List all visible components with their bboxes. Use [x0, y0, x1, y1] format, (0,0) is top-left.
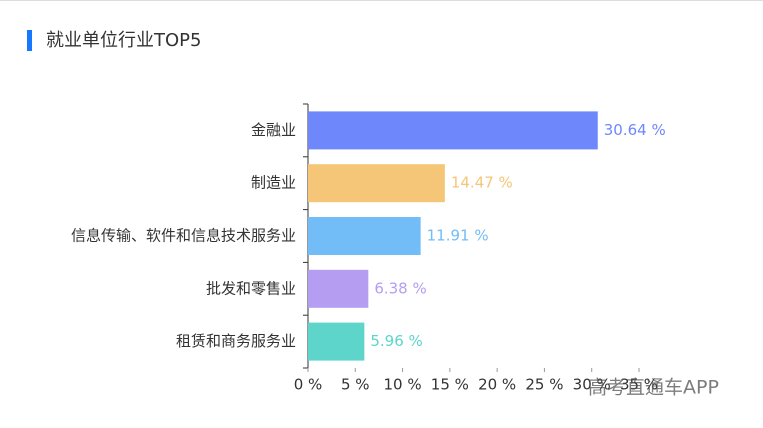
y-tick-label: 批发和零售业 [206, 279, 296, 297]
x-tick-label: 5 % [341, 376, 370, 394]
bar [308, 269, 369, 308]
x-tick-label: 30 % [573, 376, 611, 394]
value-label: 6.38 % [374, 279, 426, 297]
bar [308, 322, 365, 361]
chart-title: 就业单位行业TOP5 [46, 30, 201, 51]
value-label: 5.96 % [370, 332, 422, 350]
y-tick-label: 金融业 [251, 121, 296, 139]
plot: 0 % 5 % 10 % 15 % 20 % 25 % 30 % 35 % 金融业 30.64 %… [71, 103, 666, 394]
x-tick-label: 15 % [431, 376, 469, 394]
value-label: 14.47 % [451, 174, 513, 192]
y-tick-label: 信息传输、软件和信息技术服务业 [71, 227, 296, 245]
x-tick-label: 35 % [620, 376, 658, 394]
y-tick-label: 制造业 [251, 174, 296, 192]
x-tick-label: 10 % [384, 376, 422, 394]
x-tick-label: 20 % [478, 376, 516, 394]
y-tick-label: 租赁和商务服务业 [176, 332, 296, 350]
x-tick-label: 0 % [294, 376, 323, 394]
value-label: 11.91 % [427, 227, 489, 245]
title-marker [27, 30, 32, 51]
bar [308, 164, 445, 203]
bar [308, 111, 598, 150]
x-tick-label: 25 % [525, 376, 563, 394]
bar [308, 217, 421, 255]
watermark: 高考直通车APP [588, 377, 719, 399]
value-label: 30.64 % [604, 121, 666, 139]
